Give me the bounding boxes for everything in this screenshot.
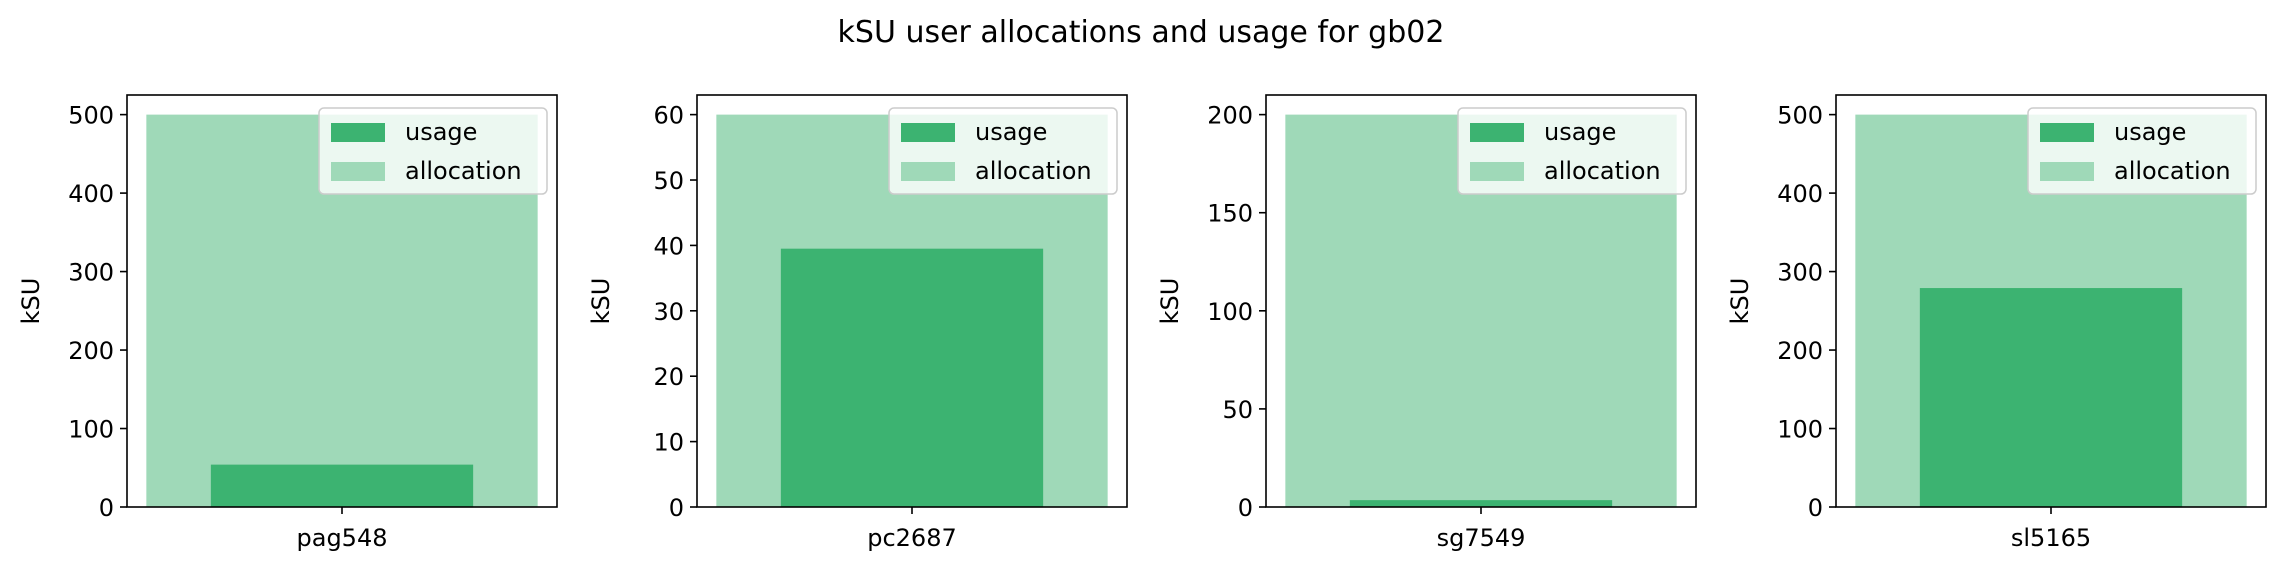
y-tick-label: 400 <box>68 180 114 208</box>
legend-label-usage: usage <box>2114 118 2186 146</box>
y-tick-label: 300 <box>1777 259 1823 287</box>
legend: usage allocation <box>318 107 548 195</box>
subplot-1: 0 100 200 300 400 500 pag548 kSU usage allocation <box>17 94 558 552</box>
y-tick-label: 0 <box>1808 494 1823 522</box>
legend-swatch-usage <box>1470 123 1524 142</box>
y-axis-label: kSU <box>587 278 615 325</box>
y-tick-label: 300 <box>68 259 114 287</box>
y-tick-label: 0 <box>99 494 114 522</box>
legend-swatch-usage <box>901 123 955 142</box>
x-tick-label: sl5165 <box>2011 524 2091 552</box>
legend-label-allocation: allocation <box>2114 157 2231 185</box>
x-tick-label: pc2687 <box>867 524 957 552</box>
y-tick-label: 500 <box>68 102 114 130</box>
legend-swatch-allocation <box>1470 162 1524 181</box>
usage-bar <box>1349 500 1613 507</box>
legend-label-allocation: allocation <box>1544 157 1661 185</box>
x-tick-label: pag548 <box>297 524 388 552</box>
legend-label-allocation: allocation <box>975 157 1092 185</box>
legend: usage allocation <box>1457 107 1687 195</box>
y-tick-label: 100 <box>1777 416 1823 444</box>
legend-label-usage: usage <box>975 118 1047 146</box>
usage-bar <box>210 464 474 507</box>
subplot-3: 0 50 100 150 200 sg7549 kSU usage allocation <box>1156 94 1697 552</box>
y-tick-label: 200 <box>1207 102 1253 130</box>
y-tick-label: 200 <box>1777 337 1823 365</box>
y-tick-label: 0 <box>669 494 684 522</box>
y-axis-label: kSU <box>17 278 45 325</box>
y-tick-label: 0 <box>1238 494 1253 522</box>
legend-swatch-allocation <box>901 162 955 181</box>
legend-label-usage: usage <box>1544 118 1616 146</box>
y-tick-label: 60 <box>653 102 684 130</box>
legend: usage allocation <box>2027 107 2257 195</box>
y-tick-label: 10 <box>653 429 684 457</box>
legend-label-usage: usage <box>405 118 477 146</box>
y-tick-label: 40 <box>653 232 684 260</box>
subplots: 0100200300400500pag548kSUusageallocation… <box>17 94 2267 552</box>
legend-swatch-allocation <box>331 162 385 181</box>
subplot-4: 0 100 200 300 400 500 sl5165 kSU usage allocation <box>1726 94 2267 552</box>
legend-swatch-usage <box>331 123 385 142</box>
usage-bar <box>780 248 1044 507</box>
figure-title: kSU user allocations and usage for gb02 <box>838 15 1445 50</box>
y-tick-label: 50 <box>653 167 684 195</box>
y-tick-label: 150 <box>1207 200 1253 228</box>
subplot-2: 0 10 20 30 40 50 60 pc2687 kSU usage allocation <box>587 94 1128 552</box>
y-tick-label: 100 <box>1207 298 1253 326</box>
usage-bar <box>1919 288 2183 507</box>
legend-label-allocation: allocation <box>405 157 522 185</box>
y-axis-label: kSU <box>1726 278 1754 325</box>
y-axis-label: kSU <box>1156 278 1184 325</box>
y-tick-label: 30 <box>653 298 684 326</box>
y-tick-label: 100 <box>68 416 114 444</box>
legend-swatch-usage <box>2040 123 2094 142</box>
y-tick-label: 50 <box>1222 396 1253 424</box>
x-tick-label: sg7549 <box>1437 524 1526 552</box>
legend: usage allocation <box>888 107 1118 195</box>
y-tick-label: 400 <box>1777 180 1823 208</box>
legend-swatch-allocation <box>2040 162 2094 181</box>
y-tick-label: 20 <box>653 363 684 391</box>
y-tick-label: 500 <box>1777 102 1823 130</box>
y-tick-label: 200 <box>68 337 114 365</box>
